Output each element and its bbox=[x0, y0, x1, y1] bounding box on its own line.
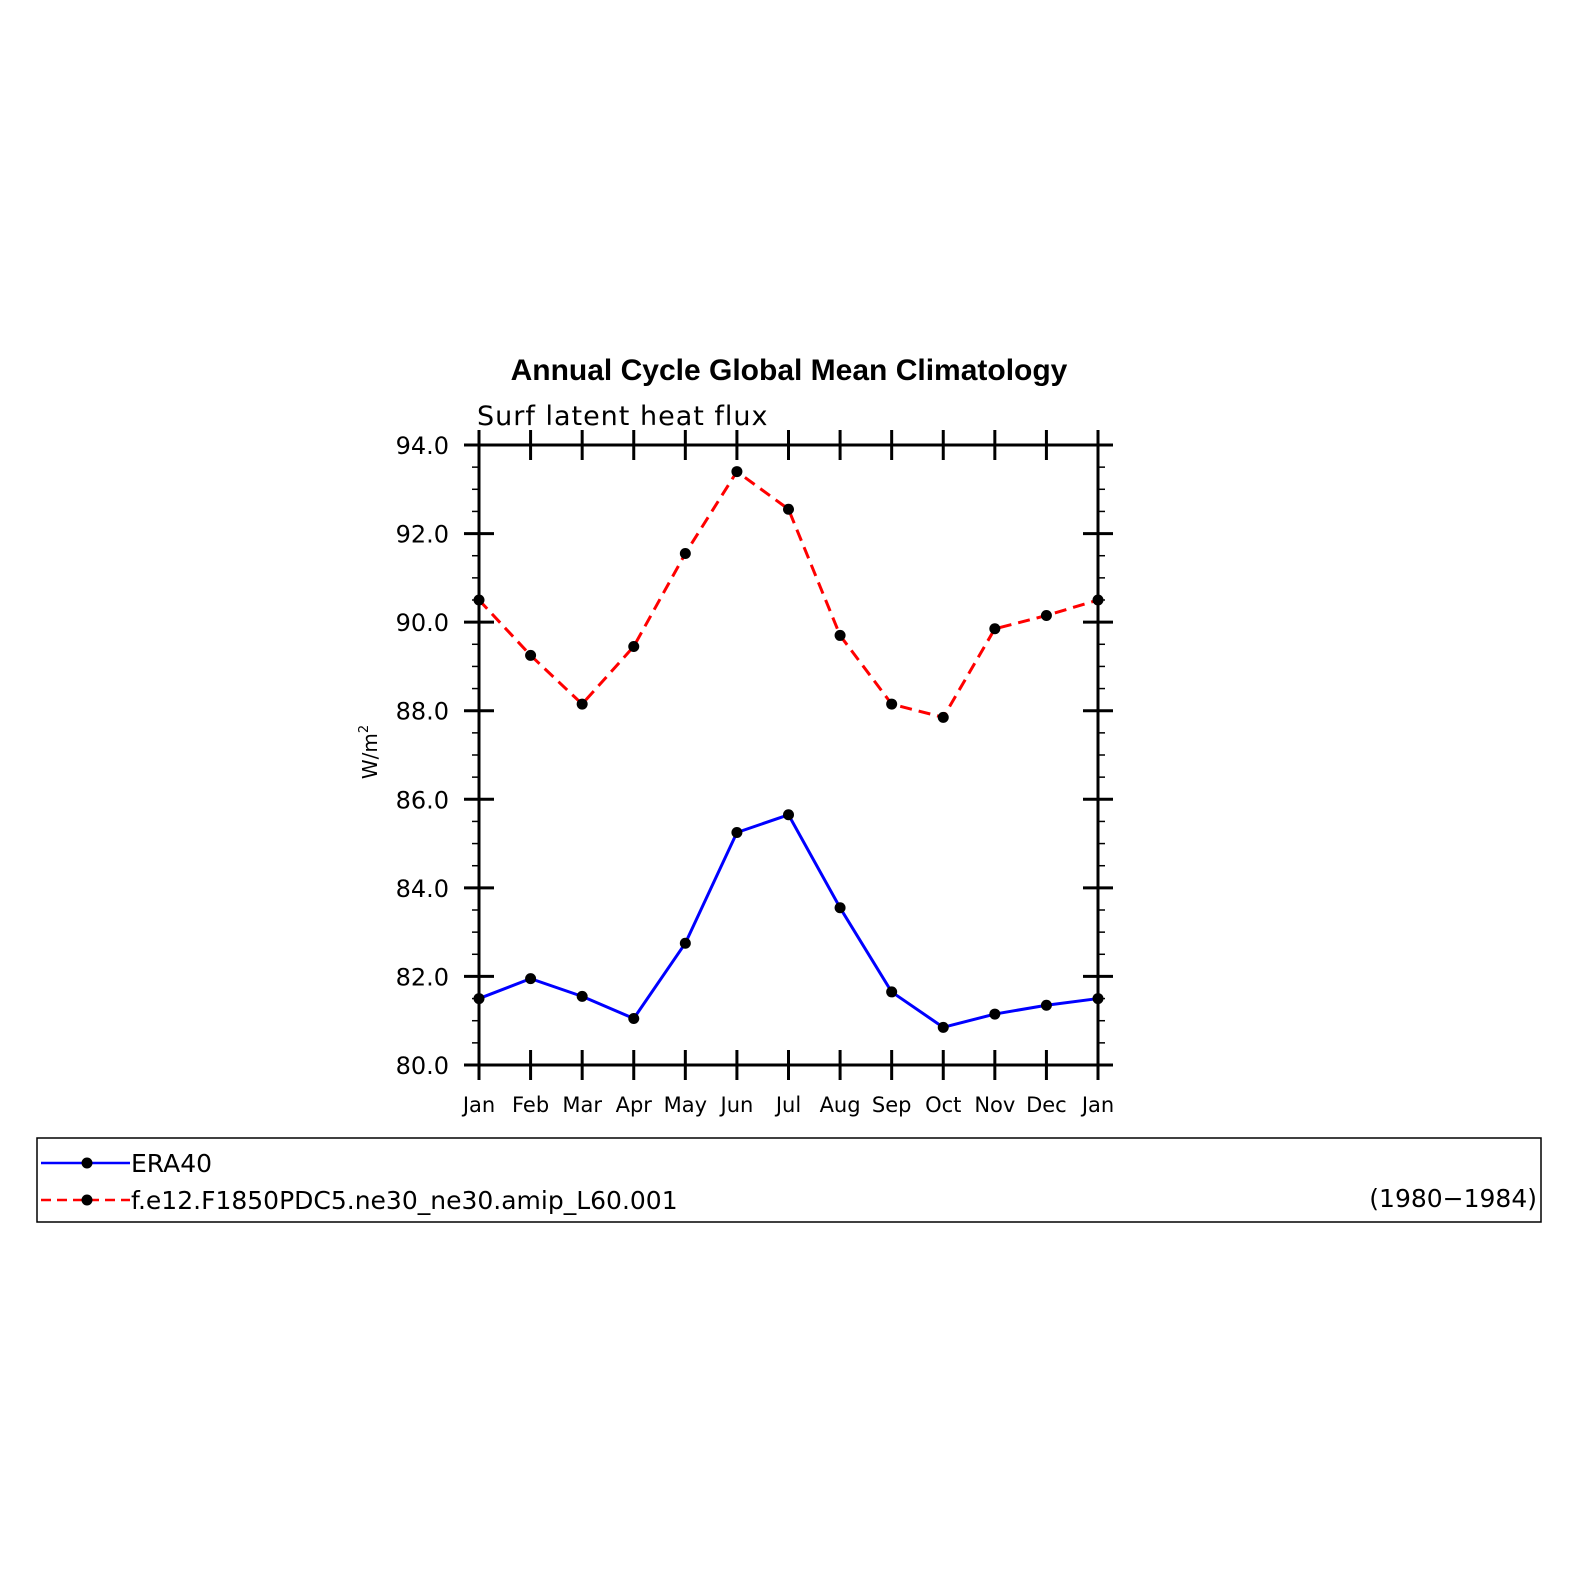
y-tick-label: 92.0 bbox=[396, 521, 449, 549]
series-1-point bbox=[576, 990, 588, 1002]
legend-box bbox=[36, 1137, 1542, 1223]
series-layer bbox=[473, 466, 1104, 1033]
x-tick-label: Aug bbox=[820, 1093, 861, 1117]
series-1-point bbox=[1092, 993, 1104, 1005]
y-tick-label: 86.0 bbox=[396, 786, 449, 814]
series-1-point bbox=[473, 993, 485, 1005]
y-tick-label: 82.0 bbox=[396, 963, 449, 991]
x-tick-label: Nov bbox=[974, 1093, 1015, 1117]
series-2-point bbox=[989, 623, 1001, 635]
series-2-point bbox=[525, 649, 537, 661]
series-1-point bbox=[937, 1021, 949, 1033]
svg-text:W/m2: W/m2 bbox=[357, 725, 382, 779]
x-tick-label: Jan bbox=[461, 1093, 495, 1117]
series-1-point bbox=[783, 809, 794, 821]
series-1-point bbox=[886, 986, 898, 998]
chart-title: Annual Cycle Global Mean Climatology bbox=[511, 354, 1068, 387]
y-tick-label: 84.0 bbox=[396, 875, 449, 903]
x-tick-label: Jul bbox=[774, 1093, 801, 1117]
series-2-point bbox=[1092, 594, 1104, 606]
x-tick-label: Jan bbox=[1080, 1093, 1114, 1117]
y-axis-label-superscript: 2 bbox=[357, 725, 372, 733]
legend-marker-2 bbox=[81, 1194, 93, 1206]
series-1-point bbox=[834, 902, 846, 914]
x-tick-label: Feb bbox=[512, 1093, 549, 1117]
series-2-point bbox=[576, 698, 588, 710]
x-tick-label: Apr bbox=[616, 1093, 653, 1117]
y-tick-label: 90.0 bbox=[396, 609, 449, 637]
x-tick-label: Mar bbox=[562, 1093, 602, 1117]
series-2-point bbox=[731, 466, 743, 478]
series-line-1 bbox=[478, 813, 1099, 1029]
x-tick-label: Oct bbox=[925, 1093, 961, 1117]
x-tick-label: May bbox=[664, 1093, 707, 1117]
series-1-point bbox=[628, 1013, 640, 1024]
series-2-point bbox=[886, 698, 898, 710]
x-tick-label: Dec bbox=[1026, 1093, 1067, 1117]
series-1-point bbox=[989, 1008, 1001, 1020]
plot-frame bbox=[477, 443, 1100, 1067]
series-1-point bbox=[679, 937, 691, 949]
x-tick-label: Jun bbox=[719, 1093, 754, 1117]
series-2-point bbox=[628, 641, 640, 652]
y-tick-label: 88.0 bbox=[396, 698, 449, 726]
chart-subtitle: Surf latent heat flux bbox=[477, 401, 769, 432]
y-tick-label: 80.0 bbox=[396, 1052, 449, 1080]
legend-label-2: f.e12.F1850PDC5.ne30_ne30.amip_L60.001 bbox=[131, 1186, 678, 1215]
series-2-point bbox=[473, 594, 485, 606]
series-2-point bbox=[834, 629, 846, 641]
series-1-point bbox=[525, 973, 537, 985]
axes: 80.0 82.0 84.0 86.0 88.0 90.0 92.0 94.0 Jan Feb Ma… bbox=[396, 430, 1114, 1117]
series-1-point bbox=[1040, 999, 1052, 1011]
y-axis-label-base: W/m bbox=[358, 733, 382, 779]
series-2-point bbox=[679, 548, 691, 559]
legend: ERA40 f.e12.F1850PDC5.ne30_ne30.amip_L60.… bbox=[41, 1149, 678, 1215]
series-2-point bbox=[937, 711, 949, 723]
legend-label-1: ERA40 bbox=[131, 1149, 212, 1178]
series-1-point bbox=[731, 827, 743, 838]
legend-marker-1 bbox=[81, 1157, 93, 1169]
y-tick-label: 94.0 bbox=[396, 432, 449, 460]
legend-period-note: (1980−1984) bbox=[1369, 1184, 1537, 1213]
series-2-point bbox=[783, 503, 794, 515]
x-tick-label: Sep bbox=[872, 1093, 912, 1117]
series-2-point bbox=[1040, 610, 1052, 621]
y-axis-label: W/m2 bbox=[357, 725, 382, 779]
